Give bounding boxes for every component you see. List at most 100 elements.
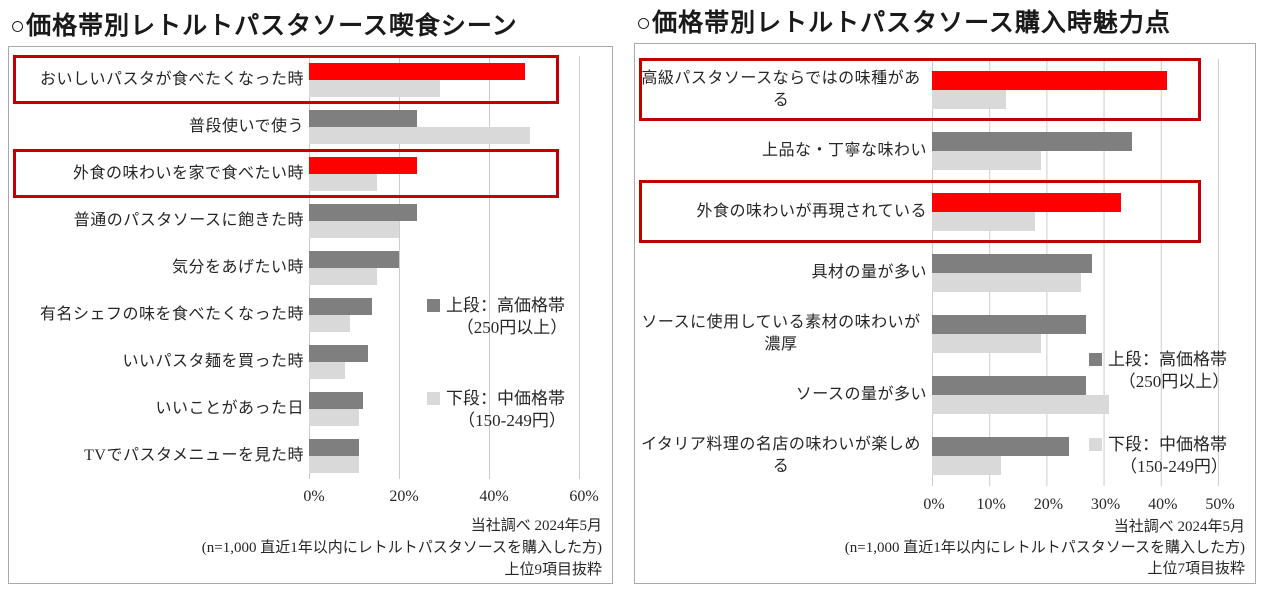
bar-high-price <box>309 438 359 456</box>
plot-cell <box>932 303 1219 364</box>
bar-row: 高級パスタソースならではの味種がある <box>635 58 1255 121</box>
plot-cell <box>932 364 1219 425</box>
high-price-swatch-icon <box>1089 353 1102 366</box>
bar-row: 外食の味わいが再現されている <box>635 180 1255 243</box>
bar-row: おいしいパスタが食べたくなった時 <box>9 55 612 104</box>
category-label-cell: 具材の量が多い <box>635 262 932 284</box>
x-axis-tick-label: 30% <box>1090 496 1121 513</box>
bar-mid-price <box>932 211 1035 231</box>
x-axis-tick-label: 40% <box>479 488 509 505</box>
category-label-cell: イタリア料理の名店の味わいが楽しめる <box>635 434 932 477</box>
category-label-cell: いいことがあった日 <box>9 398 309 420</box>
x-axis-tick-label: 20% <box>389 488 419 505</box>
plot-cell <box>309 197 581 244</box>
bar-mid-price <box>309 267 377 285</box>
x-axis-tick-label: 0% <box>923 496 945 513</box>
legend-label-mid-price-range: （150-249円） <box>1120 457 1228 476</box>
plot-cell <box>932 59 1219 120</box>
items-note: 上位9項目抜粋 <box>504 562 602 578</box>
category-label: ソースの量が多い <box>795 385 927 403</box>
category-label: イタリア料理の名店の味わいが楽しめる <box>641 435 921 475</box>
legend-label-high-price: 上段：高価格帯 <box>446 296 565 315</box>
bar-high-price <box>932 375 1087 395</box>
category-label-cell: おいしいパスタが食べたくなった時 <box>9 69 309 91</box>
items-note: 上位7項目抜粋 <box>1147 561 1245 577</box>
bar-row: いいパスタ麺を買った時 <box>9 338 612 385</box>
legend-label-high-price: 上段：高価格帯 <box>1108 350 1227 369</box>
bar-high-price <box>309 250 399 268</box>
legend-label-mid-price: 下段：中価格帯 <box>1108 435 1227 454</box>
bar-high-price <box>932 253 1093 273</box>
legend-item-mid-price: 下段：中価格帯 （150-249円） <box>427 388 597 432</box>
plot-cell <box>932 120 1219 181</box>
bar-high-price <box>309 109 417 127</box>
mid-price-swatch-icon <box>1089 438 1102 451</box>
bar-mid-price <box>932 150 1041 170</box>
plot-cell <box>932 425 1219 486</box>
bar-row: 普通のパスタソースに飽きた時 <box>9 197 612 244</box>
bar-high-price <box>309 297 372 315</box>
bar-row: ソースの量が多い <box>635 364 1255 425</box>
bar-high-price <box>932 70 1167 90</box>
plot-cell <box>309 291 581 338</box>
sample-note: (n=1,000 直近1年以内にレトルトパスタソースを購入した方) <box>201 540 602 556</box>
bar-mid-price <box>309 408 359 426</box>
category-label: 普段使いで使う <box>188 117 304 135</box>
category-label: いいパスタ麺を買った時 <box>122 352 304 370</box>
plot-cell <box>309 244 581 291</box>
bar-mid-price <box>309 173 377 191</box>
category-label: 外食の味わいが再現されている <box>696 202 927 220</box>
mid-price-swatch-icon <box>427 392 440 405</box>
high-price-swatch-icon <box>427 299 440 312</box>
bar-high-price <box>309 391 363 409</box>
bar-mid-price <box>932 394 1110 414</box>
right-chart-rows: 高級パスタソースならではの味種がある上品な・丁寧な味わい外食の味わいが再現されて… <box>635 58 1255 486</box>
bar-mid-price <box>932 455 1001 475</box>
category-label: 上品な・丁寧な味わい <box>761 141 927 159</box>
bar-high-price <box>932 314 1087 334</box>
bar-mid-price <box>932 89 1007 109</box>
category-label-cell: 外食の味わいが再現されている <box>635 201 932 223</box>
category-label-cell: 上品な・丁寧な味わい <box>635 140 932 162</box>
category-label-cell: 有名シェフの味を食べたくなった時 <box>9 304 309 326</box>
left-chart-source-note: 当社調べ 2024年5月 (n=1,000 直近1年以内にレトルトパスタソースを… <box>202 515 602 581</box>
right-chart-source-note: 当社調べ 2024年5月 (n=1,000 直近1年以内にレトルトパスタソースを… <box>845 517 1245 580</box>
bar-high-price <box>309 156 417 174</box>
bar-row: 有名シェフの味を食べたくなった時 <box>9 291 612 338</box>
category-label: TVでパスタメニューを見た時 <box>84 446 304 464</box>
category-label: 気分をあげたい時 <box>171 258 304 276</box>
category-label-cell: いいパスタ麺を買った時 <box>9 351 309 373</box>
category-label: いいことがあった日 <box>155 399 304 417</box>
bar-high-price <box>932 192 1121 212</box>
bar-mid-price <box>932 272 1081 292</box>
plot-cell <box>309 56 581 103</box>
category-label-cell: 高級パスタソースならではの味種がある <box>635 68 932 111</box>
legend-label-mid-price-range: （150-249円） <box>458 411 566 430</box>
legend-item-mid-price: 下段：中価格帯 （150-249円） <box>1089 434 1259 478</box>
plot-cell <box>932 181 1219 242</box>
x-axis-tick-label: 40% <box>1148 496 1178 513</box>
category-label-cell: ソースの量が多い <box>635 384 932 406</box>
left-chart-panel: おいしいパスタが食べたくなった時普段使いで使う外食の味わいを家で食べたい時 普通の… <box>8 46 613 584</box>
right-chart-x-axis: 0% 10% 20% 30% 40% 50% <box>923 496 1234 518</box>
x-axis-tick-label: 10% <box>976 496 1006 513</box>
bar-mid-price <box>309 220 399 238</box>
category-label-cell: ソースに使用している素材の味わいが濃厚 <box>635 312 932 355</box>
plot-cell <box>309 338 581 385</box>
legend-item-high-price: 上段：高価格帯 （250円以上） <box>427 295 597 339</box>
category-label-cell: 普通のパスタソースに飽きた時 <box>9 210 309 232</box>
bar-row: 気分をあげたい時 <box>9 244 612 291</box>
sample-note: (n=1,000 直近1年以内にレトルトパスタソースを購入した方) <box>844 540 1245 556</box>
bar-row: ソースに使用している素材の味わいが濃厚 <box>635 303 1255 364</box>
bar-mid-price <box>309 455 359 473</box>
category-label-cell: 外食の味わいを家で食べたい時 <box>9 163 309 185</box>
bar-row: イタリア料理の名店の味わいが楽しめる <box>635 425 1255 486</box>
left-chart-rows: おいしいパスタが食べたくなった時普段使いで使う外食の味わいを家で食べたい時 普通の… <box>9 55 612 479</box>
bar-mid-price <box>309 126 530 144</box>
right-chart-panel: 高級パスタソースならではの味種がある上品な・丁寧な味わい外食の味わいが再現されて… <box>634 43 1256 584</box>
bar-row: 外食の味わいを家で食べたい時 <box>9 149 612 198</box>
right-chart-legend: 上段：高価格帯 （250円以上） 下段：中価格帯 （150-249円） <box>1089 349 1259 478</box>
bar-mid-price <box>309 361 345 379</box>
category-label-cell: TVでパスタメニューを見た時 <box>9 445 309 467</box>
bar-mid-price <box>309 314 350 332</box>
